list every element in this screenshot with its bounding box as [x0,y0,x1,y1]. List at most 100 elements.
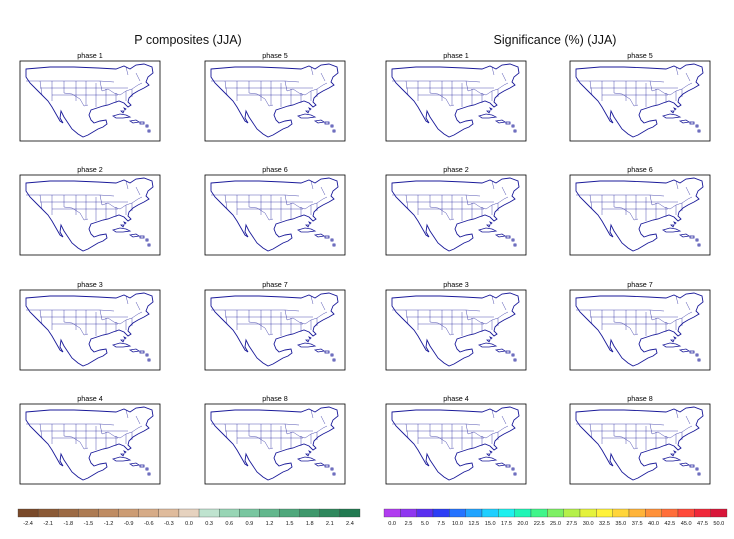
colorbar-tick-label: -0.9 [124,521,134,527]
colorbar-tick-label: -0.3 [164,521,174,527]
colorbar-tick-label: 0.0 [185,521,193,527]
colorbar-tick-label: 0.0 [388,521,396,527]
colorbar-swatch [579,508,597,518]
colorbar-tick-label: 25.0 [550,521,561,527]
colorbar-tick-label: 0.3 [205,521,213,527]
colorbar-tick-label: 12.5 [468,521,479,527]
panel-composite-phase-3: phase 3 [19,280,161,371]
colorbar-tick-label: -2.4 [23,521,33,527]
colorbar-swatch [37,508,59,518]
colorbar-swatch [449,508,466,518]
panel-significance-phase-6: phase 6 [569,165,711,256]
colorbar-swatch [138,508,159,518]
phase-label: phase 4 [77,394,103,403]
colorbar-swatch [498,508,515,518]
colorbar-tick-label: 1.2 [266,521,274,527]
colorbar-tick-label: 5.0 [421,521,429,527]
colorbar-swatch [78,508,99,518]
colorbar-tick-label: 37.5 [632,521,643,527]
colorbar-tick-label: 2.1 [326,521,334,527]
precip-colorbar: -2.4 -2.1 -1.8 -1.5 -1.2 -0.9 -0.6 -0.3 0.0 0.3 0.… [17,508,361,527]
panel-significance-phase-5: phase 5 [569,51,711,142]
colorbar-tick-label: 1.8 [306,521,314,527]
colorbar-swatch [118,508,139,518]
colorbar-swatch [98,508,119,518]
phase-label: phase 4 [443,394,469,403]
colorbar-tick-label: 15.0 [485,521,496,527]
panel-composite-phase-4: phase 4 [19,394,161,485]
colorbar-tick-label: 20.0 [517,521,528,527]
colorbar-tick-label: 22.5 [534,521,545,527]
colorbar-swatch [694,508,711,518]
colorbar-swatch [279,508,300,518]
colorbar-swatch [432,508,450,518]
panel-composite-phase-7: phase 7 [204,280,346,371]
colorbar-tick-label: 0.9 [245,521,253,527]
panel-significance-phase-8: phase 8 [569,394,711,485]
panel-significance-phase-2: phase 2 [385,165,527,256]
phase-label: phase 6 [627,165,653,174]
colorbar-swatch [339,508,361,518]
colorbar-tick-label: 40.0 [648,521,659,527]
colorbar-tick-label: 2.5 [405,521,413,527]
panel-significance-phase-1: phase 1 [385,51,527,142]
panel-composite-phase-5: phase 5 [204,51,346,142]
phase-label: phase 8 [627,394,653,403]
phase-label: phase 3 [443,280,469,289]
colorbar-swatch [219,508,240,518]
colorbar-tick-label: 2.4 [346,521,354,527]
phase-label: phase 7 [262,280,288,289]
colorbar-swatch [178,508,200,518]
colorbar-tick-label: 7.5 [437,521,445,527]
right-title: Significance (%) (JJA) [494,33,617,47]
colorbar-tick-label: 35.0 [615,521,626,527]
colorbar-swatch [530,508,548,518]
phase-label: phase 2 [77,165,103,174]
colorbar-swatch [259,508,280,518]
colorbar-swatch [299,508,320,518]
phase-label: phase 6 [262,165,288,174]
phase-label: phase 8 [262,394,288,403]
panel-composite-phase-1: phase 1 [19,51,161,142]
colorbar-swatch [198,508,220,518]
colorbar-tick-label: 50.0 [713,521,724,527]
colorbar-swatch [481,508,499,518]
colorbar-tick-label: 17.5 [501,521,512,527]
colorbar-swatch [158,508,180,518]
colorbar-swatch [547,508,564,518]
colorbar-tick-label: -1.8 [63,521,73,527]
phase-label: phase 1 [443,51,469,60]
phase-label: phase 3 [77,280,103,289]
colorbar-swatch [239,508,260,518]
phase-label: phase 5 [262,51,288,60]
panel-significance-phase-7: phase 7 [569,280,711,371]
panel-significance-phase-3: phase 3 [385,280,527,371]
phase-label: phase 5 [627,51,653,60]
colorbar-swatch [383,508,401,518]
colorbar-tick-label: -1.5 [84,521,94,527]
panel-composite-phase-2: phase 2 [19,165,161,256]
left-title: P composites (JJA) [134,33,241,47]
colorbar-swatch [596,508,613,518]
colorbar-swatch [677,508,695,518]
panel-significance-phase-4: phase 4 [385,394,527,485]
colorbar-tick-label: 42.5 [664,521,675,527]
colorbar-tick-label: 0.6 [225,521,233,527]
colorbar-tick-label: 32.5 [599,521,610,527]
phase-label: phase 2 [443,165,469,174]
colorbar-swatch [628,508,646,518]
colorbar-swatch [319,508,341,518]
phase-label: phase 1 [77,51,103,60]
colorbar-tick-label: 1.5 [286,521,294,527]
colorbar-tick-label: -1.2 [104,521,114,527]
colorbar-tick-label: 45.0 [681,521,692,527]
colorbar-swatch [416,508,434,518]
colorbar-swatch [710,508,728,518]
colorbar-tick-label: 27.5 [566,521,577,527]
colorbar-tick-label: 47.5 [697,521,708,527]
map-panels: phase 1 phase 2 phase 3 phase 4 phase 5 phase… [19,51,711,485]
colorbar-tick-label: 10.0 [452,521,463,527]
colorbar-swatch [661,508,679,518]
colorbar-swatch [58,508,79,518]
